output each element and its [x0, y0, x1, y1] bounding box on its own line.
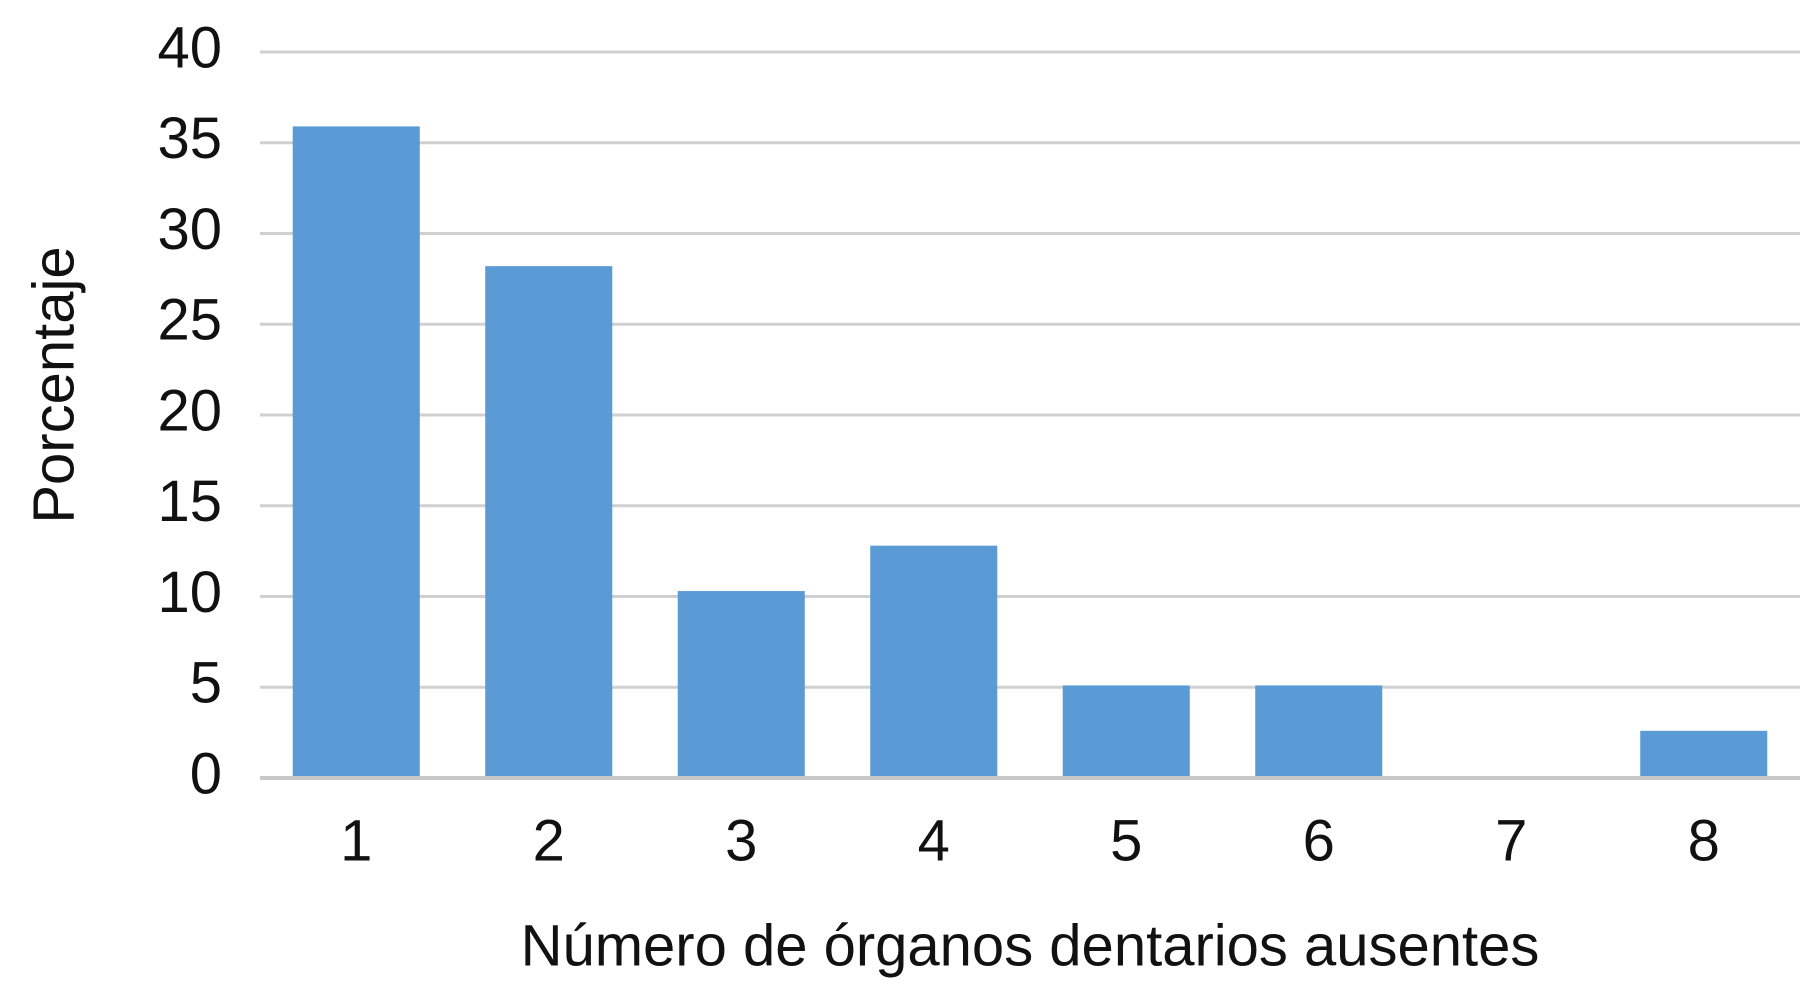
y-tick-label: 10: [157, 560, 222, 625]
x-tick-label: 4: [918, 808, 950, 873]
y-tick-label: 15: [157, 469, 222, 534]
x-tick-label: 6: [1303, 808, 1335, 873]
y-tick-label: 0: [190, 741, 222, 806]
bar: [677, 591, 805, 778]
x-tick-label: 8: [1688, 808, 1720, 873]
y-tick-label: 25: [157, 288, 222, 353]
bar: [292, 126, 420, 779]
x-tick-label: 1: [340, 808, 372, 873]
x-tick-label: 7: [1495, 808, 1527, 873]
bar: [485, 266, 613, 778]
y-tick-label: 40: [157, 15, 222, 80]
y-tick-label: 20: [157, 378, 222, 443]
bar: [1062, 685, 1190, 778]
bar: [1640, 730, 1768, 778]
bar: [1255, 685, 1383, 778]
x-tick-label: 2: [533, 808, 565, 873]
bar: [870, 545, 998, 778]
y-tick-label: 30: [157, 197, 222, 262]
x-tick-label: 3: [725, 808, 757, 873]
y-tick-label: 35: [157, 106, 222, 171]
x-axis-title: Número de órganos dentarios ausentes: [521, 913, 1540, 978]
y-axis-title: Porcentaje: [21, 246, 86, 523]
y-tick-label: 5: [190, 651, 222, 716]
x-tick-label: 5: [1110, 808, 1142, 873]
